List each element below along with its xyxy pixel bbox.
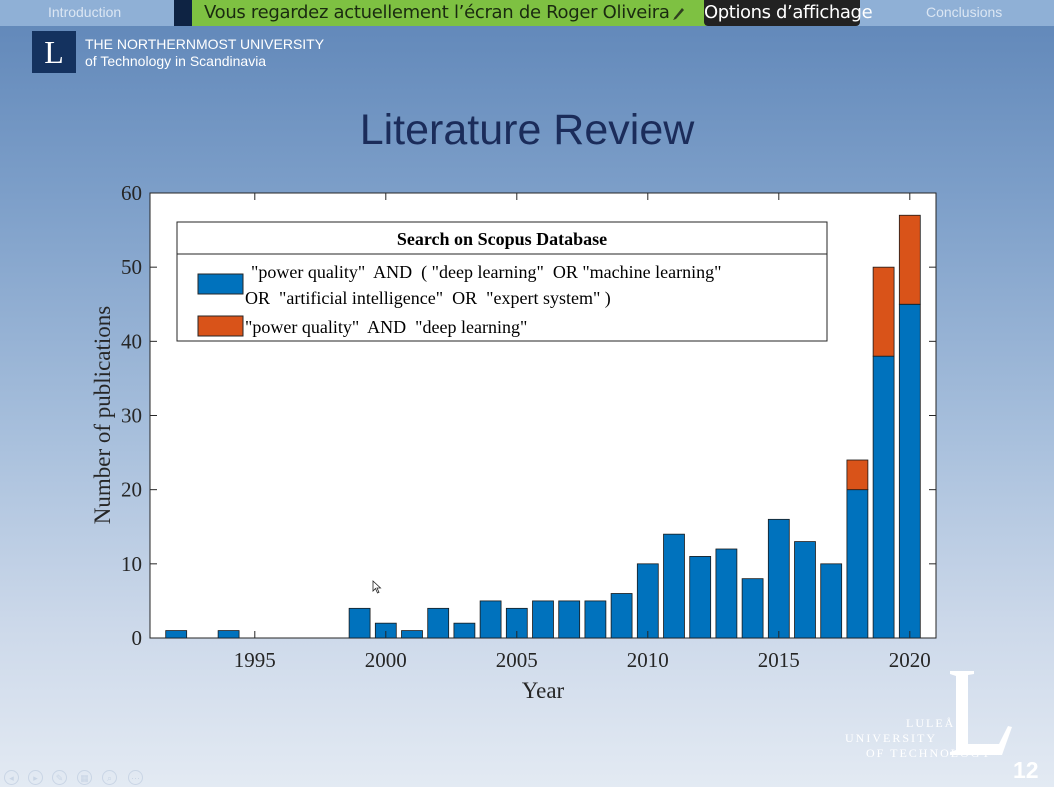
- x-tick-label: 2015: [758, 648, 800, 672]
- bar-series1-1999: [348, 607, 371, 639]
- legend-series1-line2: OR "artificial intelligence" OR "expert …: [245, 288, 611, 309]
- bar-series1-2004: [479, 600, 502, 639]
- bars-group: [165, 214, 921, 639]
- bar-series1-2009: [610, 593, 633, 639]
- university-logo: L: [32, 31, 76, 73]
- previous-slide-icon[interactable]: ◂: [4, 770, 19, 785]
- x-tick-label: 2010: [627, 648, 669, 672]
- mouse-cursor-icon: [372, 580, 382, 594]
- x-tick-label: 2000: [365, 648, 407, 672]
- legend-series1-line1: "power quality" AND ( "deep learning" OR…: [251, 262, 721, 283]
- legend-swatch-series1: [197, 273, 244, 295]
- bar-series1-2007: [558, 600, 581, 639]
- ltu-logo-line2: UNIVERSITY: [845, 731, 937, 745]
- bar-series1-2012: [689, 556, 712, 639]
- y-tick-label: 50: [121, 255, 142, 279]
- nav-section-conclusions[interactable]: Conclusions: [926, 4, 1003, 20]
- bar-series1-2001: [401, 630, 423, 639]
- screen-share-text: Vous regardez actuellement l’écran de Ro…: [204, 2, 670, 23]
- x-axis-label: Year: [522, 678, 565, 703]
- bar-series1-2017: [820, 563, 843, 639]
- zoom-icon[interactable]: ⌕: [102, 770, 117, 785]
- legend-title: Search on Scopus Database: [397, 229, 607, 249]
- bar-series1-2013: [715, 548, 738, 639]
- ltu-logo-line1: LULEÅ: [906, 716, 956, 730]
- legend-swatch-series2: [197, 315, 244, 337]
- bar-series1-2018: [846, 489, 869, 639]
- y-tick-label: 20: [121, 478, 142, 502]
- bar-series1-1992: [165, 630, 188, 639]
- next-slide-icon[interactable]: ▸: [28, 770, 43, 785]
- bar-series1-1994: [217, 630, 240, 639]
- legend-series2-label: "power quality" AND "deep learning": [245, 317, 527, 337]
- axes-group: 0 10 20 30 40 50 60 1995 2000 2005 2010 2015 2020: [121, 181, 936, 672]
- chart-legend: Search on Scopus Database "power quality…: [176, 221, 828, 342]
- x-tick-label: 2020: [889, 648, 931, 672]
- bar-series1-2008: [584, 600, 607, 639]
- bar-series1-2011: [663, 533, 685, 639]
- y-tick-label: 0: [132, 626, 143, 650]
- university-tagline-line2: of Technology in Scandinavia: [85, 53, 267, 69]
- presenter-pen-icon: [673, 8, 684, 20]
- y-axis-label: Number of publications: [90, 306, 115, 525]
- x-tick-label: 1995: [234, 648, 276, 672]
- bar-series2-2019: [872, 266, 895, 357]
- bar-series1-2006: [532, 600, 554, 639]
- slide-page-number: 12: [1013, 757, 1039, 783]
- bar-series2-2018: [846, 459, 869, 491]
- view-options-button[interactable]: Options d’affichage: [704, 0, 873, 26]
- y-tick-label: 40: [121, 329, 142, 353]
- luleå-university-logo: [950, 671, 1012, 755]
- bar-series1-2010: [636, 563, 659, 639]
- nav-section-marker: [174, 0, 192, 26]
- legend-box: [176, 221, 828, 342]
- university-tagline-line1: THE NORTHERNMOST UNIVERSITY: [85, 36, 325, 52]
- pen-tool-icon[interactable]: ✎: [52, 770, 67, 785]
- see-all-slides-icon[interactable]: ▦: [77, 770, 92, 785]
- y-tick-label: 60: [121, 181, 142, 205]
- y-tick-label: 30: [121, 404, 142, 428]
- bar-series1-2020: [898, 303, 921, 639]
- bar-series1-2015: [767, 518, 790, 639]
- bar-series1-2002: [427, 607, 450, 639]
- bar-series1-2019: [872, 355, 895, 639]
- screen-share-banner: [192, 0, 706, 26]
- y-tick-label: 10: [121, 552, 142, 576]
- more-options-icon[interactable]: ⋯: [128, 770, 143, 785]
- slide-title: Literature Review: [359, 106, 695, 154]
- ltu-logo-line3: OF TECHNOLOGY: [866, 746, 993, 760]
- bar-series1-2016: [794, 541, 816, 639]
- bar-series1-2003: [453, 622, 476, 639]
- bar-series2-2020: [898, 214, 921, 305]
- x-tick-label: 2005: [496, 648, 538, 672]
- nav-section-introduction[interactable]: Introduction: [48, 4, 122, 20]
- bar-series1-2014: [741, 578, 764, 639]
